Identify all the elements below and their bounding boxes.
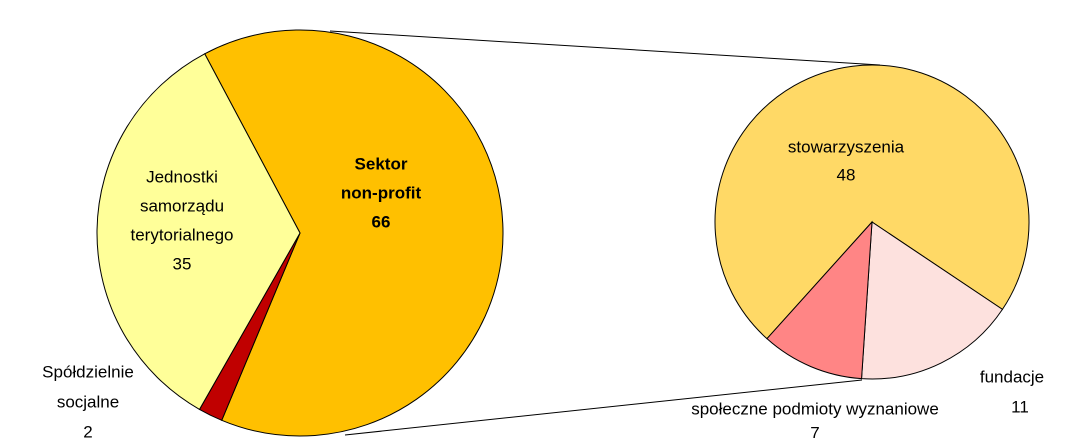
slice-label: samorządu xyxy=(140,196,224,215)
slice-value: 2 xyxy=(83,422,92,438)
slice-label: Sektor xyxy=(355,154,408,173)
slice-value: 7 xyxy=(810,423,819,438)
connector-line xyxy=(329,30,881,66)
slice-label: Spółdzielnie xyxy=(42,362,134,381)
slice-label: socjalne xyxy=(57,392,119,411)
pie-slice xyxy=(714,64,1030,340)
slice-value: 66 xyxy=(372,212,391,231)
slice-label: Jednostki xyxy=(146,167,218,186)
slice-value: 35 xyxy=(173,254,192,273)
slice-label: terytorialnego xyxy=(130,225,233,244)
slice-value: 11 xyxy=(1011,397,1029,416)
pie-slice xyxy=(766,220,873,380)
connector-line xyxy=(344,379,863,436)
slice-label: fundacje xyxy=(980,367,1044,386)
slice-label: stowarzyszenia xyxy=(788,137,905,156)
pies xyxy=(96,29,1030,437)
pie-slice xyxy=(204,29,504,437)
pie-slice xyxy=(96,53,301,411)
slice-value: 48 xyxy=(837,165,856,184)
pie-slice xyxy=(861,221,1004,380)
slice-label: społeczne podmioty wyznaniowe xyxy=(691,399,939,418)
slice-label: non-profit xyxy=(341,183,422,202)
